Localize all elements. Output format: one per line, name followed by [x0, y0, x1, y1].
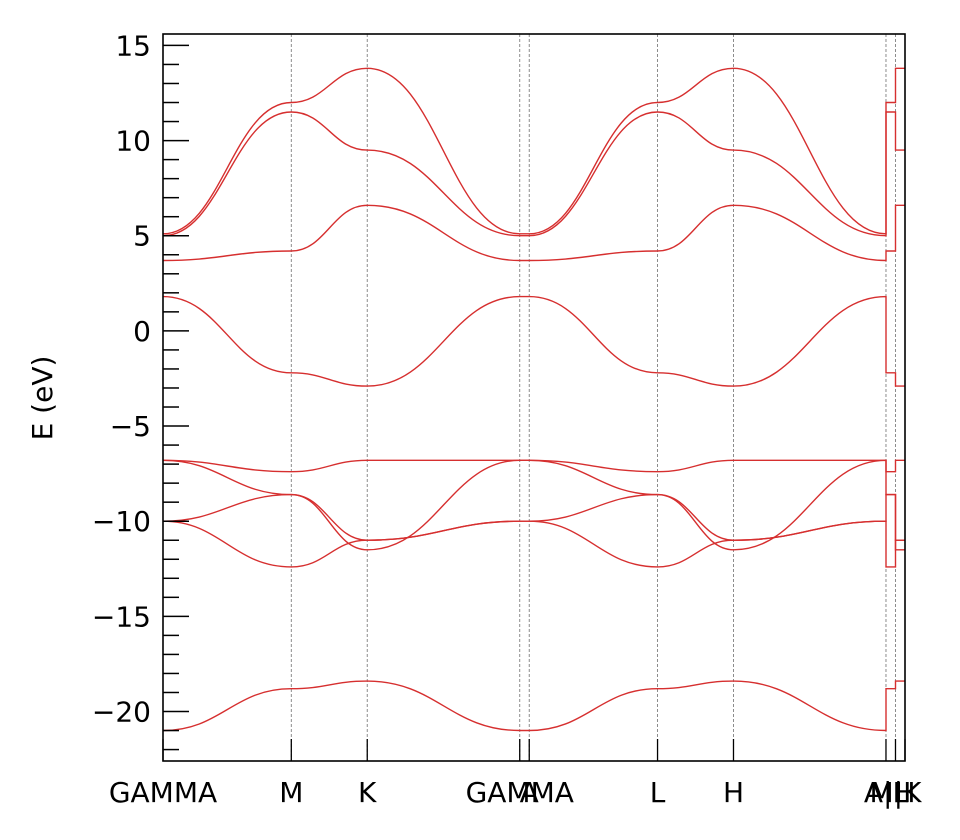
y-tick-label: 0 [133, 315, 151, 348]
band-band4 [162, 459, 905, 551]
plot-frame [162, 33, 906, 762]
band-band8 [162, 111, 905, 237]
band-band1 [162, 680, 905, 732]
x-tick-label: GAMMA [466, 776, 574, 809]
x-tick-label: M|K [870, 776, 923, 809]
x-tick-label: A [520, 776, 539, 809]
x-tick-label: M [279, 776, 303, 809]
y-tick-label: 5 [133, 220, 151, 253]
y-tick-label: −20 [92, 696, 151, 729]
x-tick-label: A|L [864, 776, 909, 809]
y-tick-label: 10 [115, 125, 151, 158]
band-lines [162, 67, 905, 732]
band-band7 [162, 204, 905, 262]
x-tick-label: GAMMA [109, 776, 217, 809]
y-tick-label: −10 [92, 505, 151, 538]
y-tick-label: 15 [115, 29, 151, 62]
band-band2 [162, 520, 905, 568]
y-axis: −20 −15 −10 −5 0 5 10 15 [92, 29, 189, 751]
y-tick-label: −5 [110, 410, 151, 443]
y-axis-label: E (eV) [26, 356, 59, 441]
x-tick-label: H [894, 776, 915, 809]
band-band3 [162, 493, 905, 541]
x-tick-label: K [358, 776, 377, 809]
band-band9 [162, 67, 905, 235]
x-tick-label: H [723, 776, 744, 809]
band-band6 [162, 295, 905, 387]
y-tick-label: −15 [92, 600, 151, 633]
x-tick-label: L [650, 776, 666, 809]
band-band5 [162, 459, 905, 473]
high-symmetry-lines [290, 34, 896, 761]
